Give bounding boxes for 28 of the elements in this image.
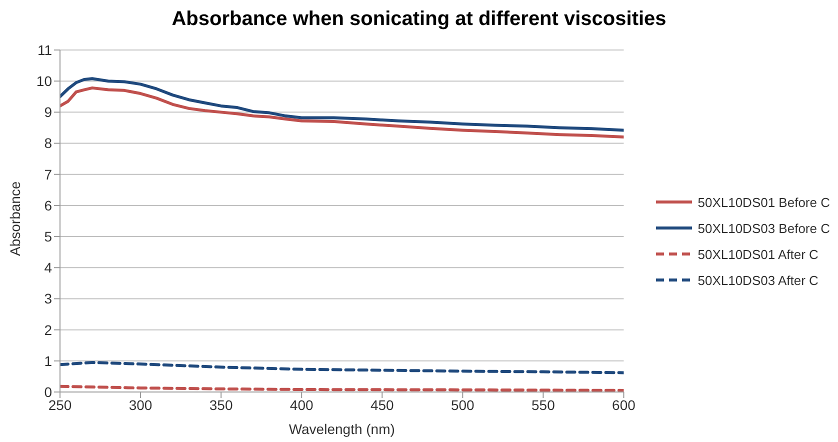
x-tick-label: 400	[290, 396, 314, 413]
line-series	[60, 77, 624, 132]
y-tick-label: 5	[44, 228, 52, 245]
legend-label: 50XL10DS01 After C	[698, 246, 818, 262]
x-tick-label: 450	[370, 396, 394, 413]
y-axis-title: Absorbance	[6, 181, 23, 256]
line-series	[60, 360, 624, 374]
y-tick-label: 10	[36, 73, 52, 90]
y-tick-label: 2	[44, 322, 52, 338]
chart-title: Absorbance when sonicating at different viscosities	[170, 7, 668, 32]
x-tick-label: 300	[128, 396, 152, 413]
x-tick-label: 600	[612, 396, 636, 413]
y-tick-label: 9	[44, 104, 52, 120]
x-axis-title: Wavelength (nm)	[288, 421, 395, 437]
y-tick-label: 4	[44, 260, 52, 276]
legend-label: 50XL10DS03 Before C	[698, 220, 830, 236]
y-tick-label: 3	[44, 290, 52, 307]
y-tick-label: 8	[44, 135, 52, 152]
y-tick-label: 1	[44, 352, 52, 369]
x-tick-label: 350	[209, 396, 233, 413]
legend-label: 50XL10DS03 After C	[698, 272, 818, 288]
y-tick-label: 11	[37, 42, 52, 58]
y-tick-label: 6	[44, 197, 52, 214]
legend-label: 50XL10DS01 Before C	[698, 194, 830, 210]
line-series	[60, 86, 624, 139]
x-tick-label: 550	[532, 396, 556, 413]
x-tick-label: 500	[450, 396, 475, 413]
y-tick-label: 7	[44, 166, 52, 182]
